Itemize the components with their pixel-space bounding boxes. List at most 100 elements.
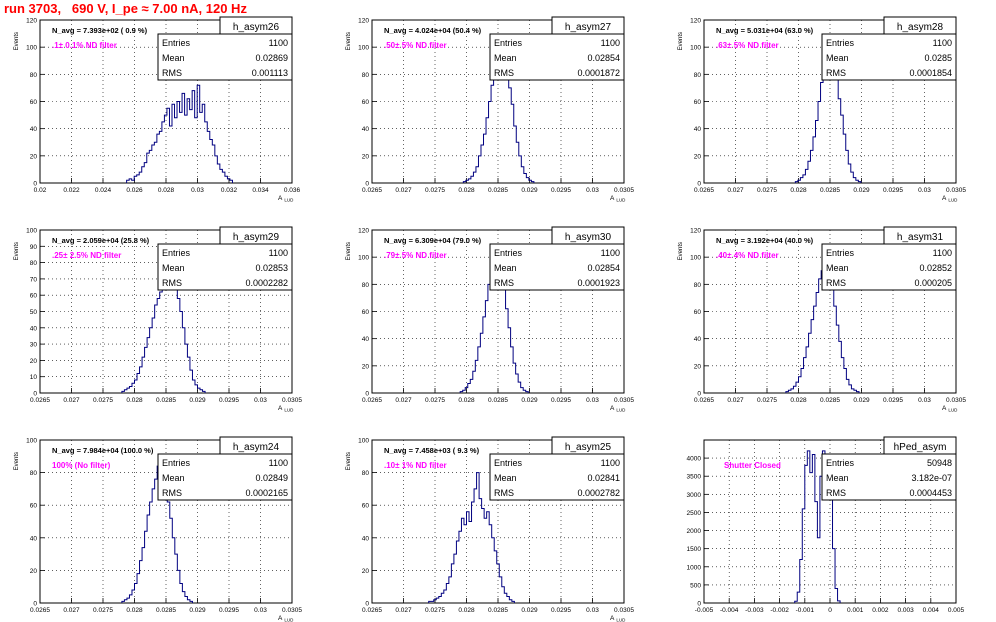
histogram-line xyxy=(121,465,193,603)
stats-key: Entries xyxy=(826,458,855,468)
stats-key: Mean xyxy=(162,263,185,273)
x-tick-label: 0.03 xyxy=(191,187,204,194)
x-tick-label: 0.0305 xyxy=(946,187,966,194)
x-tick-label: 0.0275 xyxy=(93,397,113,404)
stats-value: 50948 xyxy=(927,458,952,468)
stats-value: 0.001113 xyxy=(252,68,288,78)
n-avg-label: N_avg = 5.031e+04 (63.0 %) xyxy=(716,26,814,35)
x-tick-label: 0.0285 xyxy=(156,397,176,404)
x-tick-label: 0 xyxy=(828,607,832,614)
y-tick-label: 3500 xyxy=(687,474,702,481)
y-tick-label: 120 xyxy=(690,18,701,25)
histogram-name: h_asym31 xyxy=(897,232,944,243)
stats-value: 1100 xyxy=(601,458,620,468)
n-avg-label: N_avg = 2.059e+04 (25.8 %) xyxy=(52,236,150,245)
y-tick-label: 0 xyxy=(697,181,701,188)
y-tick-label: 0 xyxy=(33,181,37,188)
y-tick-label: 80 xyxy=(694,72,702,79)
x-tick-label: 0.0275 xyxy=(425,187,445,194)
x-tick-label: 0.026 xyxy=(126,187,143,194)
stats-box xyxy=(821,453,957,501)
y-tick-label: 100 xyxy=(358,45,369,52)
stats-value: 1100 xyxy=(601,38,620,48)
x-tick-label: 0.029 xyxy=(521,187,538,194)
y-tick-label: 100 xyxy=(26,228,37,235)
stats-key: Mean xyxy=(494,473,517,483)
x-tick-label: 0.03 xyxy=(586,607,599,614)
y-tick-label: 90 xyxy=(30,244,38,251)
x-tick-label: 0.03 xyxy=(254,607,267,614)
y-tick-label: 2500 xyxy=(687,510,702,517)
x-tick-label: 0.001 xyxy=(847,607,864,614)
x-tick-label: -0.005 xyxy=(695,607,714,614)
y-tick-label: 0 xyxy=(33,391,37,398)
x-tick-label: 0.0275 xyxy=(425,607,445,614)
x-tick-label: 0.0265 xyxy=(694,187,714,194)
x-tick-label: 0.0305 xyxy=(946,397,966,404)
stats-value: 0.0002282 xyxy=(245,278,288,288)
x-tick-label: 0.027 xyxy=(395,187,412,194)
y-tick-label: 100 xyxy=(26,438,37,445)
x-tick-label: 0.003 xyxy=(897,607,914,614)
pad-h_asym28: 0.0265 0.027 0.0275 0.028 0.0285 0.029 0.0295 0… xyxy=(678,16,966,203)
stats-key: Mean xyxy=(826,473,849,483)
stats-value: 0.02853 xyxy=(255,263,288,273)
x-tick-label: 0.028 xyxy=(458,607,475,614)
n-avg-label: N_avg = 4.024e+04 (50.4 %) xyxy=(384,26,482,35)
x-axis-label: A LUD xyxy=(278,195,294,203)
x-axis-label: A LUD xyxy=(610,405,626,413)
x-tick-label: 0.028 xyxy=(458,397,475,404)
x-tick-label: -0.001 xyxy=(796,607,815,614)
x-tick-label: 0.027 xyxy=(63,397,80,404)
x-tick-label: 0.004 xyxy=(923,607,940,614)
stats-box xyxy=(489,453,625,501)
x-tick-label: 0.029 xyxy=(853,187,870,194)
stats-key: Mean xyxy=(162,53,185,63)
y-tick-label: 100 xyxy=(358,438,369,445)
filter-annotation: 100% (No filter) xyxy=(52,461,111,470)
stats-box xyxy=(157,243,293,291)
x-tick-label: 0.0305 xyxy=(614,397,634,404)
y-axis-label: Events xyxy=(678,32,684,50)
y-tick-label: 4000 xyxy=(687,456,702,463)
stats-key: Entries xyxy=(162,38,191,48)
pad-h_asym31: 0.0265 0.027 0.0275 0.028 0.0285 0.029 0.0295 0… xyxy=(678,226,966,413)
y-tick-label: 100 xyxy=(690,45,701,52)
y-tick-label: 70 xyxy=(30,276,38,283)
x-tick-label: 0.024 xyxy=(95,187,112,194)
y-tick-label: 0 xyxy=(33,601,37,608)
stats-box xyxy=(157,453,293,501)
y-tick-label: 20 xyxy=(362,363,370,370)
x-tick-label: 0.0285 xyxy=(488,607,508,614)
x-tick-label: 0.022 xyxy=(63,187,80,194)
y-tick-label: 60 xyxy=(30,503,38,510)
stats-key: RMS xyxy=(826,488,846,498)
y-tick-label: 20 xyxy=(30,358,38,365)
x-tick-label: 0.03 xyxy=(586,187,599,194)
pad-h_asym24: 0.0265 0.027 0.0275 0.028 0.0285 0.029 0.0295 0… xyxy=(14,436,302,622)
filter-annotation: .1± 0.1% ND filter xyxy=(52,41,117,50)
x-tick-label: 0.0295 xyxy=(551,187,571,194)
stats-value: 0.0002165 xyxy=(245,488,288,498)
stats-value: 1100 xyxy=(269,38,288,48)
stats-key: RMS xyxy=(494,488,514,498)
histogram-name: h_asym25 xyxy=(565,442,612,453)
n-avg-label: N_avg = 3.192e+04 (40.0 %) xyxy=(716,236,814,245)
stats-key: Entries xyxy=(826,38,855,48)
stats-value: 0.02869 xyxy=(255,53,288,63)
histogram-line xyxy=(794,450,841,603)
x-tick-label: 0.028 xyxy=(458,187,475,194)
x-tick-label: 0.0295 xyxy=(883,187,903,194)
histogram-name: h_asym27 xyxy=(565,22,612,33)
x-tick-label: 0.02 xyxy=(34,187,47,194)
y-tick-label: 0 xyxy=(365,181,369,188)
x-axis-label-sub: LUD xyxy=(284,198,294,203)
pad-h_asym30: 0.0265 0.027 0.0275 0.028 0.0285 0.029 0.0295 0… xyxy=(346,226,634,413)
stats-value: 1100 xyxy=(601,248,620,258)
x-tick-label: 0.029 xyxy=(189,397,206,404)
y-tick-label: 100 xyxy=(690,255,701,262)
x-tick-label: 0.03 xyxy=(586,397,599,404)
y-tick-label: 120 xyxy=(358,18,369,25)
y-axis-label: Events xyxy=(14,242,20,260)
